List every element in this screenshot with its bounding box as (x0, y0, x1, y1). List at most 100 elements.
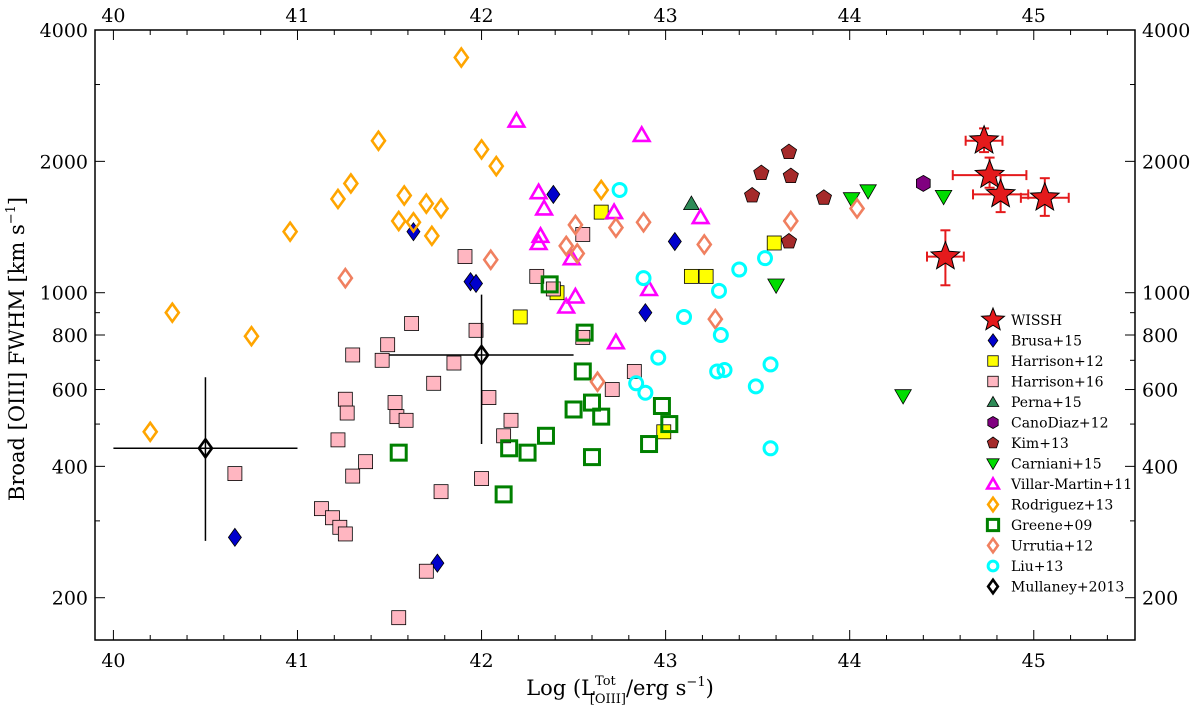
legend: WISSH Brusa+15 Harrison+12 Harrison+16 Perna… (980, 306, 1132, 596)
harrison-16-point (503, 412, 519, 428)
y-tick-label: 2000 (40, 151, 88, 173)
legend-marker-brusa-15 (987, 333, 999, 348)
harrison-16-point (481, 390, 497, 405)
mullaney-2013-point (197, 437, 214, 460)
x-tick-label: 44 (838, 650, 862, 672)
y-tick-label-right: 1000 (1142, 283, 1190, 305)
legend-label-villar-martin-11: Villar-Martin+11 (1010, 477, 1132, 493)
rodriguez-13-point (243, 324, 260, 348)
wissh-point (929, 240, 962, 270)
villar-martin-11-point (528, 182, 549, 200)
urrutia-12-point (635, 211, 652, 234)
rodriguez-13-point (142, 420, 159, 444)
rodriguez-13-point (405, 211, 422, 234)
villar-martin-11-point (605, 332, 626, 350)
rodriguez-13-point (473, 138, 490, 161)
harrison-16-point (314, 501, 329, 517)
rodriguez-13-point (418, 192, 435, 215)
liu-13-point (650, 349, 667, 366)
wissh-point (968, 124, 1000, 155)
y-tick-label: 4000 (40, 20, 88, 42)
liu-13-point (635, 270, 652, 287)
harrison-12-point (512, 309, 528, 325)
legend-marker-perna-15 (986, 395, 1000, 407)
harrison-16-point (330, 432, 346, 448)
harrison-12-point (766, 235, 782, 251)
urrutia-12-point (558, 234, 575, 258)
harrison-16-point (339, 405, 355, 421)
x-tick-label-top: 43 (654, 5, 678, 27)
urrutia-12-point (337, 266, 354, 290)
harrison-16-point (345, 347, 361, 363)
harrison-12-point (683, 268, 699, 284)
legend-label-harrison-16: Harrison+16 (1011, 375, 1104, 391)
harrison-16-point (374, 352, 390, 368)
x-tick-label: 42 (469, 650, 493, 672)
brusa-15-point (469, 273, 484, 294)
liu-13-point (762, 440, 779, 457)
urrutia-12-point (848, 197, 866, 220)
liu-13-point (712, 327, 729, 343)
harrison-16-point (345, 468, 361, 484)
harrison-16-point (358, 454, 373, 470)
rodriguez-13-point (396, 184, 413, 207)
greene-09-point (640, 435, 659, 454)
legend-marker-harrison-12 (987, 355, 999, 367)
harrison-16-point (380, 337, 396, 353)
legend-label-brusa-15: Brusa+15 (1011, 334, 1082, 350)
liu-13-point (762, 356, 779, 373)
y-tick-label-right: 800 (1142, 325, 1178, 347)
urrutia-12-point (696, 233, 713, 256)
villar-martin-11-point (528, 232, 549, 251)
liu-13-point (611, 181, 628, 198)
legend-marker-wissh (980, 306, 1006, 331)
liu-13-point (731, 261, 748, 278)
greene-09-point (573, 362, 592, 381)
harrison-16-point (337, 391, 353, 407)
villar-martin-11-point (530, 225, 551, 244)
legend-marker-rodriguez-13 (986, 495, 1000, 514)
harrison-16-point (474, 471, 489, 486)
y-axis-title: Broad [OIII] FWHM [km s−1] (4, 197, 29, 501)
y-tick-label: 1000 (40, 283, 88, 305)
legend-label-rodriguez-13: Rodriguez+13 (1011, 498, 1113, 514)
liu-13-point (628, 375, 645, 392)
y-tick-label-right: 200 (1142, 588, 1178, 610)
legend-marker-villar-martin-11 (984, 475, 1002, 490)
villar-martin-11-point (631, 124, 652, 143)
legend-marker-mullaney-2013 (986, 577, 1000, 596)
legend-marker-canodiaz-12 (987, 416, 999, 429)
kim-13-point (744, 187, 761, 203)
wissh-point (1029, 181, 1061, 212)
rodriguez-13-point (488, 154, 505, 178)
liu-13-point (711, 282, 727, 299)
legend-label-kim-13: Kim+13 (1011, 436, 1069, 452)
legend-marker-greene-09 (985, 517, 1001, 533)
x-tick-label: 45 (1022, 650, 1046, 672)
y-tick-label: 600 (52, 380, 88, 402)
harrison-16-point (468, 322, 484, 338)
urrutia-12-point (707, 307, 724, 331)
perna-15-point (682, 195, 700, 211)
y-tick-label-right: 2000 (1142, 151, 1190, 173)
y-tick-label-right: 4000 (1142, 20, 1190, 42)
villar-martin-11-point (690, 207, 711, 225)
liu-13-point (676, 308, 693, 325)
legend-label-greene-09: Greene+09 (1011, 518, 1092, 534)
harrison-16-point (227, 466, 243, 481)
greene-09-point (540, 275, 559, 294)
x-tick-label: 40 (101, 650, 125, 672)
urrutia-12-point (589, 370, 606, 394)
villar-martin-11-point (561, 248, 582, 266)
data-marks (113, 46, 1070, 626)
rodriguez-13-point (282, 220, 299, 243)
harrison-16-point (457, 249, 473, 264)
greene-09-point (652, 397, 671, 416)
carniani-15-point (894, 389, 912, 405)
carniani-15-point (767, 278, 785, 295)
carniani-15-point (859, 184, 877, 200)
harrison-16-point (426, 375, 442, 391)
urrutia-12-point (607, 216, 625, 239)
greene-09-point (592, 407, 611, 426)
legend-marker-urrutia-12 (986, 536, 1000, 555)
